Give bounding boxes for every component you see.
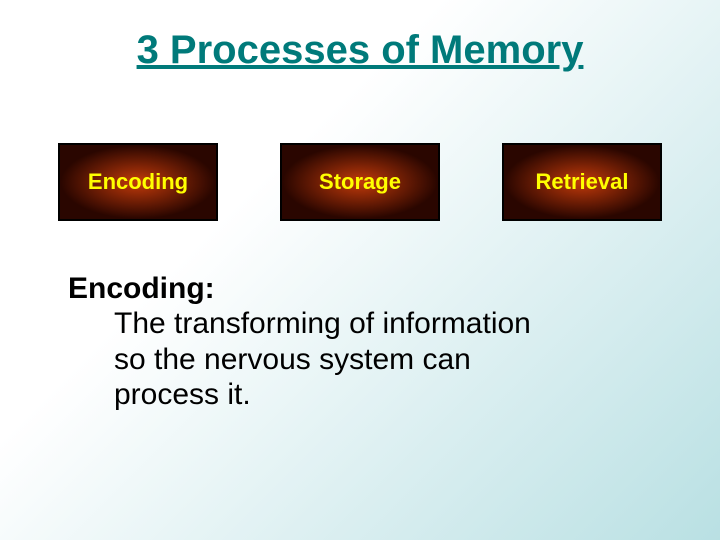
slide-title: 3 Processes of Memory [40, 28, 680, 73]
definition-term: Encoding: [68, 272, 215, 305]
process-boxes-row: Encoding Storage Retrieval [40, 143, 680, 221]
process-box-retrieval: Retrieval [502, 143, 662, 221]
process-box-label: Storage [319, 169, 401, 195]
process-box-label: Retrieval [536, 169, 629, 195]
slide: 3 Processes of Memory Encoding Storage R… [0, 0, 720, 540]
process-box-label: Encoding [88, 169, 188, 195]
definition-body: The transforming of information so the n… [68, 306, 560, 412]
process-box-storage: Storage [280, 143, 440, 221]
definition-block: Encoding: The transforming of informatio… [40, 271, 560, 413]
process-box-encoding: Encoding [58, 143, 218, 221]
